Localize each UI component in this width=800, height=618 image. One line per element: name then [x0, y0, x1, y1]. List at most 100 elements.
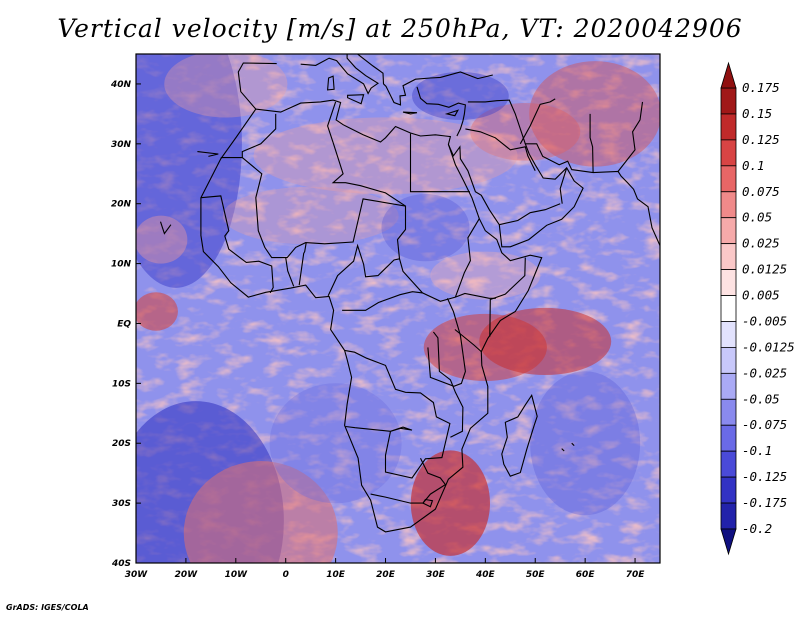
colorbar-label: -0.0125	[742, 339, 795, 354]
border-line	[370, 457, 447, 504]
border-line	[298, 242, 307, 286]
border-line	[465, 128, 536, 172]
lon-tick-label: 10E	[326, 570, 346, 580]
border-line	[499, 203, 561, 226]
field-patch	[479, 307, 612, 376]
field-patch	[183, 461, 338, 563]
border-line	[432, 331, 464, 438]
lon-tick-label: 40E	[475, 570, 496, 580]
colorbar-label: -0.1	[742, 443, 772, 458]
lat-tick-label: 30S	[112, 499, 131, 509]
colorbar-label: -0.175	[742, 495, 787, 510]
madagascar-coastline	[501, 393, 538, 477]
border-line	[454, 218, 480, 298]
colorbar-swatch	[720, 502, 737, 530]
colorbar-swatch	[720, 398, 737, 426]
levant-coastline	[416, 86, 466, 137]
lon-tick-label: 10W	[225, 570, 249, 580]
colorbar-label: -0.005	[742, 313, 787, 328]
lon-tick-label: 20W	[175, 570, 199, 580]
lon-tick-label: 30E	[426, 570, 446, 580]
colorbar-swatch	[720, 139, 737, 167]
field-patch	[411, 71, 509, 120]
colorbar-label: 0.075	[742, 184, 780, 199]
lat-tick-label: 40S	[111, 559, 131, 569]
sicily-coastline	[347, 94, 365, 105]
arabia-asia-coastline	[447, 143, 660, 248]
colorbar-swatch	[720, 269, 737, 296]
colorbar-top-triangle	[720, 61, 737, 89]
lat-tick-label: 20N	[111, 200, 132, 210]
map-plot-area	[136, 54, 660, 563]
border-line	[409, 133, 470, 193]
colorbar-swatch	[720, 450, 737, 478]
border-line	[489, 257, 526, 337]
border-line	[220, 113, 277, 159]
canary-islands	[197, 151, 219, 157]
border-line	[454, 329, 482, 353]
field-patch	[470, 103, 581, 161]
lon-tick-label: 70E	[626, 570, 646, 580]
colorbar-bottom-triangle	[720, 528, 737, 556]
footer-credit: GrADS: IGES/COLA	[6, 603, 89, 612]
map-title: Vertical velocity [m/s] at 250hPa, VT: 2…	[57, 14, 743, 43]
sardinia-coastline	[326, 75, 335, 91]
colorbar-swatch	[720, 113, 737, 141]
colorbar-label: -0.075	[742, 417, 787, 432]
colorbar-swatch	[720, 347, 737, 374]
lon-tick-label: 20E	[376, 570, 396, 580]
border-line	[344, 349, 451, 479]
border-line	[422, 498, 434, 508]
field-patch	[253, 117, 518, 195]
iberia-coastline	[237, 62, 277, 110]
africa-coastline	[200, 99, 543, 533]
latitude-axis: 40N 30N 20N 10N EQ 10S 20S 30S 40S	[110, 80, 141, 569]
border-line	[327, 243, 400, 297]
longitude-axis: 30W 20W 10W 0 10E 20E 30E 40E 50E 60E 70E	[125, 558, 645, 580]
field-patch	[381, 194, 470, 262]
cyprus-coastline	[444, 109, 460, 117]
colorbar-label: -0.05	[742, 391, 780, 406]
cape-verde	[159, 221, 172, 235]
lon-tick-label: 0	[283, 570, 289, 580]
field-patch	[164, 54, 288, 118]
rift-lakes	[427, 298, 466, 387]
colorbar-swatch	[720, 424, 737, 452]
lat-tick-label: 10S	[112, 379, 131, 389]
colorbar-label: 0.025	[742, 236, 780, 251]
field-patch	[222, 186, 399, 245]
lon-tick-label: 60E	[576, 570, 596, 580]
lon-tick-label: 30W	[125, 570, 149, 580]
border-line	[285, 257, 295, 287]
colorbar-swatch	[720, 295, 737, 322]
colorbar-label: -0.125	[742, 469, 787, 484]
field-patch	[269, 383, 402, 504]
border-line	[241, 157, 496, 302]
reunion	[561, 448, 565, 452]
colorbar-label: 0.0125	[742, 262, 787, 277]
lat-tick-label: 20S	[112, 439, 131, 449]
colorbar-label: -0.2	[742, 521, 772, 536]
border-line	[331, 142, 406, 207]
field-patch	[529, 61, 660, 167]
colorbar-label: 0.05	[742, 210, 772, 225]
coastlines	[159, 54, 660, 533]
colorbar-label: 0.005	[742, 288, 780, 303]
plot-frame	[135, 53, 661, 564]
colorbar-swatch	[720, 217, 737, 245]
border-line	[342, 291, 423, 311]
lat-tick-label: EQ	[117, 319, 131, 329]
crete-coastline	[402, 111, 418, 115]
field-patch	[410, 450, 490, 556]
balkans-anatolia-coastline	[356, 54, 493, 106]
border-line	[200, 195, 274, 294]
persian-gulf-coastline	[519, 98, 556, 145]
colorbar-label: 0.15	[742, 106, 772, 121]
italy-coastline	[300, 54, 380, 95]
colorbar-swatch	[720, 87, 737, 115]
border-line	[589, 113, 594, 173]
field-patch	[136, 292, 178, 331]
colorbar-swatch	[720, 165, 737, 193]
field-patch	[430, 251, 541, 300]
